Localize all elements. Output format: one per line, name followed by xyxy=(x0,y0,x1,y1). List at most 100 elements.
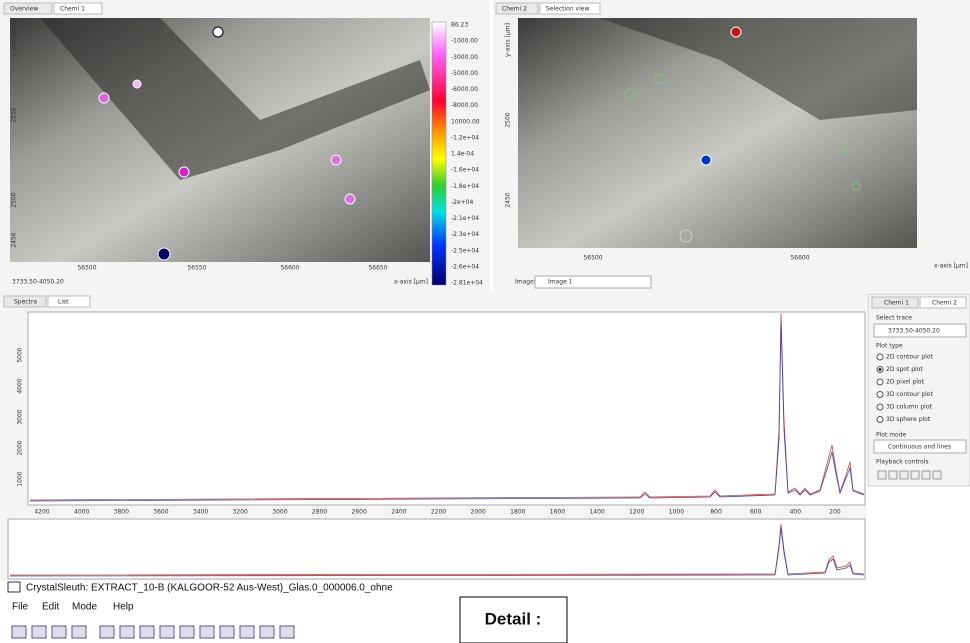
playback-button[interactable] xyxy=(922,471,930,479)
colorbar-label: -1.6e+04 xyxy=(451,167,479,174)
x-tick-label: 3600 xyxy=(153,509,168,516)
toolbar-button[interactable] xyxy=(200,626,214,638)
toolbar-button[interactable] xyxy=(120,626,134,638)
colorbar xyxy=(432,22,446,285)
detail-label: Detail : xyxy=(485,609,542,628)
section-label: Plot mode xyxy=(876,432,907,439)
spot xyxy=(99,93,109,103)
select-value[interactable]: 3733.50-4050.20 xyxy=(888,328,940,335)
colorbar-label: 86.23 xyxy=(451,22,468,29)
x-tick-label: 2400 xyxy=(391,509,406,516)
radio-label[interactable]: 3D column plot xyxy=(886,404,932,411)
menu-item[interactable]: Help xyxy=(113,602,134,613)
toolbar-button[interactable] xyxy=(220,626,234,638)
radio-button[interactable] xyxy=(877,379,883,385)
menu-item[interactable]: Mode xyxy=(72,602,97,613)
colorbar-label: -2.6e+04 xyxy=(451,263,479,270)
y-tick-label: 2000 xyxy=(17,440,24,455)
colorbar-label: -2.81e+04 xyxy=(451,280,483,287)
image-select-value[interactable]: Image 1 xyxy=(548,279,573,286)
toolbar-button[interactable] xyxy=(72,626,86,638)
radio-label[interactable]: 2D spot plot xyxy=(886,366,923,373)
tab[interactable] xyxy=(48,296,90,307)
tab-label[interactable]: List xyxy=(58,299,69,306)
toolbar-button[interactable] xyxy=(140,626,154,638)
tab-label[interactable]: Chemi 2 xyxy=(932,300,957,307)
x-tick-label: 3200 xyxy=(233,509,248,516)
x-tick-label: 400 xyxy=(790,509,802,516)
playback-button[interactable] xyxy=(889,471,897,479)
tab-label[interactable]: Chemi 1 xyxy=(884,300,909,307)
x-tick-label: 2600 xyxy=(352,509,367,516)
colorbar-label: -5000.00 xyxy=(451,70,478,77)
menu-item[interactable]: File xyxy=(12,602,29,613)
playback-button[interactable] xyxy=(911,471,919,479)
spot xyxy=(158,248,170,260)
radio-button[interactable] xyxy=(877,404,883,410)
x-tick-label: 600 xyxy=(750,509,762,516)
tab-label[interactable]: Selection view xyxy=(546,6,589,13)
tab-label[interactable]: Chemi 2 xyxy=(502,6,527,13)
tab-label[interactable]: Overview xyxy=(10,6,38,13)
radio-label[interactable]: 3D sphere plot xyxy=(886,416,931,423)
spectrum-plot xyxy=(28,312,865,505)
toolbar-button[interactable] xyxy=(52,626,66,638)
radio-button[interactable] xyxy=(877,417,883,423)
spot xyxy=(345,194,355,204)
x-tick-label: 1600 xyxy=(550,509,565,516)
toolbar-button[interactable] xyxy=(180,626,194,638)
colorbar-label: -8000.00 xyxy=(451,102,478,109)
toolbar-button[interactable] xyxy=(280,626,294,638)
colorbar-label: -1.2e+04 xyxy=(451,134,479,141)
y-axis-label: y-axis [µm] xyxy=(11,23,18,57)
x-tick-label: 56600 xyxy=(280,265,299,272)
y-tick-label: 5000 xyxy=(17,347,24,362)
colorbar-label: -2.5e+04 xyxy=(451,247,479,254)
colorbar-label: -2.1e+04 xyxy=(451,215,479,222)
y-tick-label: 2500 xyxy=(505,112,512,127)
toolbar-button[interactable] xyxy=(12,626,26,638)
spot xyxy=(179,167,189,177)
colorbar-label: 10000.00 xyxy=(451,118,480,125)
playback-button[interactable] xyxy=(933,471,941,479)
playback-button[interactable] xyxy=(900,471,908,479)
spot xyxy=(133,80,141,88)
spot xyxy=(213,27,223,37)
radio-label[interactable]: 3D contour plot xyxy=(886,391,933,398)
radio-button[interactable] xyxy=(877,392,883,398)
x-tick-label: 800 xyxy=(710,509,722,516)
radio-dot xyxy=(879,368,882,371)
toolbar-button[interactable] xyxy=(100,626,114,638)
section-label: Playback controls xyxy=(876,459,929,466)
colorbar-label: -3000.00 xyxy=(451,54,478,61)
x-tick-label: 56600 xyxy=(790,255,809,262)
section-label: Plot type xyxy=(876,343,903,350)
x-tick-label: 1800 xyxy=(510,509,525,516)
toolbar-button[interactable] xyxy=(260,626,274,638)
x-tick-label: 2200 xyxy=(431,509,446,516)
toolbar-button[interactable] xyxy=(32,626,46,638)
spot xyxy=(701,155,711,165)
tab-label[interactable]: Spectra xyxy=(14,299,37,306)
x-tick-label: 56500 xyxy=(583,255,602,262)
toolbar-button[interactable] xyxy=(240,626,254,638)
toolbar-button[interactable] xyxy=(160,626,174,638)
detail-plot xyxy=(8,519,865,579)
playback-button[interactable] xyxy=(878,471,886,479)
radio-button[interactable] xyxy=(877,354,883,360)
image-label: Image: xyxy=(515,279,536,286)
select-value[interactable]: Continuous and lines xyxy=(888,444,951,451)
x-tick-label: 200 xyxy=(829,509,841,516)
x-tick-label: 4200 xyxy=(34,509,49,516)
trace-label: 3733.50-4050.20 xyxy=(12,279,64,286)
x-tick-label: 1200 xyxy=(629,509,644,516)
x-tick-label: 1000 xyxy=(669,509,684,516)
window-title: CrystalSleuth: EXTRACT_10-B (KALGOOR-52 … xyxy=(26,583,393,594)
section-label: Select trace xyxy=(876,315,912,322)
tab-label[interactable]: Chemi 1 xyxy=(60,6,85,13)
radio-label[interactable]: 2D pixel plot xyxy=(886,379,925,386)
radio-label[interactable]: 2D contour plot xyxy=(886,354,933,361)
y-axis-label: y-axis [µm] xyxy=(505,23,512,57)
colorbar-label: -2.3e+04 xyxy=(451,231,479,238)
menu-item[interactable]: Edit xyxy=(42,602,59,613)
